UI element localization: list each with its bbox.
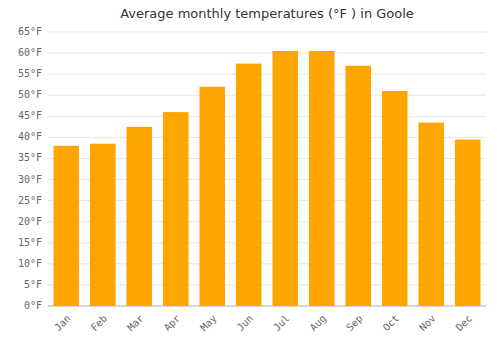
bars [53, 51, 480, 306]
bar [53, 146, 79, 306]
bar [90, 144, 116, 306]
y-tick-label: 0°F [24, 300, 42, 311]
x-tick-label: May [198, 313, 219, 334]
y-tick-label: 60°F [18, 47, 42, 58]
bar [272, 51, 298, 306]
x-tick-label: Jul [271, 313, 292, 334]
x-tick-label: Apr [162, 313, 183, 334]
x-tick-label: Mar [125, 313, 146, 334]
bar [455, 139, 481, 306]
bar [382, 91, 408, 306]
grid [48, 32, 486, 306]
chart: 0°F 5°F 10°F 15°F 20°F 25°F 30°F 35°F 40°F 45°F 50… [0, 0, 500, 350]
y-tick-label: 5°F [24, 279, 42, 290]
y-tick-label: 65°F [18, 26, 42, 37]
y-tick-label: 40°F [18, 131, 42, 142]
title: Average monthly temperatures (°F ) in Go… [120, 6, 414, 21]
y-tick-label: 30°F [18, 174, 42, 185]
x-tick-label: Nov [417, 313, 438, 334]
grid-line [48, 116, 486, 117]
y-tick-label: 25°F [18, 195, 42, 206]
y-tick-label: 10°F [18, 258, 42, 269]
bar [345, 66, 371, 306]
bar [126, 127, 152, 306]
y-tick-label: 50°F [18, 89, 42, 100]
y-tick-label: 35°F [18, 152, 42, 163]
x-tick-label: Jan [52, 313, 73, 334]
bar [309, 51, 335, 306]
grid-line [48, 32, 486, 33]
y-tick-label: 45°F [18, 110, 42, 121]
axes: 0°F 5°F 10°F 15°F 20°F 25°F 30°F 35°F 40°F 45°F 50… [18, 26, 486, 333]
grid-line [48, 53, 486, 54]
y-tick-label: 20°F [18, 216, 42, 227]
bar [163, 112, 189, 306]
x-tick-label: Oct [381, 313, 402, 334]
y-tick-label: 15°F [18, 237, 42, 248]
grid-line [48, 74, 486, 75]
bar [418, 123, 444, 306]
bar [236, 64, 262, 306]
x-tick-label: Aug [308, 313, 329, 334]
x-tick-label: Jun [235, 313, 256, 334]
grid-line [48, 95, 486, 96]
x-tick-label: Dec [454, 313, 475, 334]
bar [199, 87, 225, 306]
x-tick-label: Feb [89, 313, 110, 334]
x-tick-label: Sep [344, 313, 365, 334]
y-tick-label: 55°F [18, 68, 42, 79]
